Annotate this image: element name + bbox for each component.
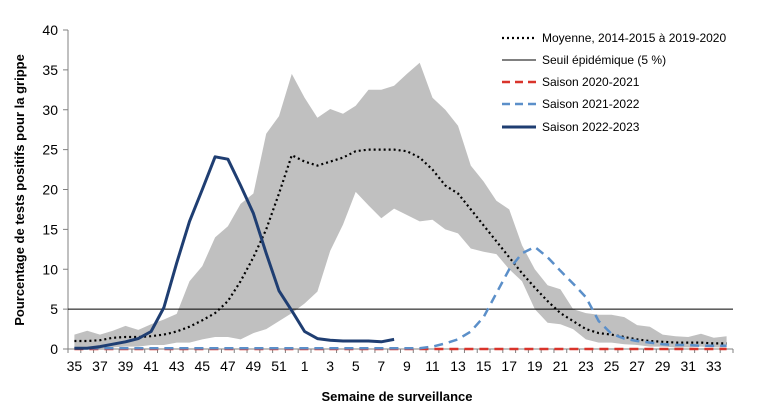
x-tick-label: 35 (67, 358, 83, 374)
series-lines (74, 148, 727, 351)
legend: Moyenne, 2014-2015 à 2019-2020 Seuil épi… (502, 31, 726, 134)
y-tick-label: 0 (50, 341, 58, 357)
x-tick-label: 33 (706, 358, 722, 374)
legend-label-average: Moyenne, 2014-2015 à 2019-2020 (542, 31, 726, 45)
x-tick-label: 37 (92, 358, 108, 374)
y-tick-label: 15 (42, 221, 58, 237)
x-tick-label: 15 (476, 358, 492, 374)
legend-label-season-2022-2023: Saison 2022-2023 (542, 120, 640, 134)
range-band-area (74, 62, 727, 349)
legend-label-season-2020-2021: Saison 2020-2021 (542, 75, 640, 89)
series-line-saison-2022-2023 (74, 155, 395, 350)
x-axis-title: Semaine de surveillance (321, 389, 472, 404)
y-tick-label: 10 (42, 261, 58, 277)
x-tick-label: 17 (501, 358, 517, 374)
x-tick-label: 21 (553, 358, 569, 374)
x-tick-label: 9 (403, 358, 411, 374)
historical-range-band (74, 62, 727, 349)
y-tick-label: 35 (42, 62, 58, 78)
legend-item-threshold: Seuil épidémique (5 %) (502, 53, 666, 67)
x-tick-label: 5 (352, 358, 360, 374)
y-tick-label: 5 (50, 301, 58, 317)
x-tick-labels: 35 37 39 41 43 45 47 49 51 1 3 5 7 9 11 13 15 17 19 21 23 25 2… (67, 358, 722, 374)
x-tick-label: 1 (301, 358, 309, 374)
x-tick-label: 47 (220, 358, 236, 374)
x-tick-label: 41 (143, 358, 159, 374)
x-tick-label: 43 (169, 358, 185, 374)
x-tick-label: 11 (425, 358, 440, 374)
x-tick-label: 49 (246, 358, 262, 374)
x-tick-label: 45 (194, 358, 210, 374)
legend-item-season-2020-2021: Saison 2020-2021 (502, 75, 640, 89)
y-tick-label: 20 (42, 182, 58, 198)
x-tick-label: 7 (377, 358, 385, 374)
x-tick-label: 29 (655, 358, 671, 374)
x-tick-label: 3 (326, 358, 334, 374)
y-axis-title: Pourcentage de tests positifs pour la gr… (12, 54, 27, 326)
x-tick-label: 31 (680, 358, 696, 374)
x-tick-label: 51 (271, 358, 287, 374)
x-tick-label: 19 (527, 358, 543, 374)
y-tick-label: 40 (42, 22, 58, 38)
legend-label-season-2021-2022: Saison 2021-2022 (542, 97, 640, 111)
legend-item-average: Moyenne, 2014-2015 à 2019-2020 (502, 31, 726, 45)
x-tick-label: 39 (118, 358, 134, 374)
y-tick-label: 30 (42, 102, 58, 118)
legend-label-threshold: Seuil épidémique (5 %) (542, 53, 666, 67)
legend-item-season-2021-2022: Saison 2021-2022 (502, 97, 640, 111)
series-line-saison-2021-2022 (74, 245, 727, 350)
legend-item-season-2022-2023: Saison 2022-2023 (502, 120, 640, 134)
x-tick-label: 25 (604, 358, 620, 374)
x-tick-label: 27 (629, 358, 645, 374)
y-tick-label: 25 (42, 142, 58, 158)
x-tick-label: 13 (450, 358, 466, 374)
y-tick-labels: 0 5 10 15 20 25 30 35 40 (42, 22, 58, 357)
x-tick-label: 23 (578, 358, 594, 374)
